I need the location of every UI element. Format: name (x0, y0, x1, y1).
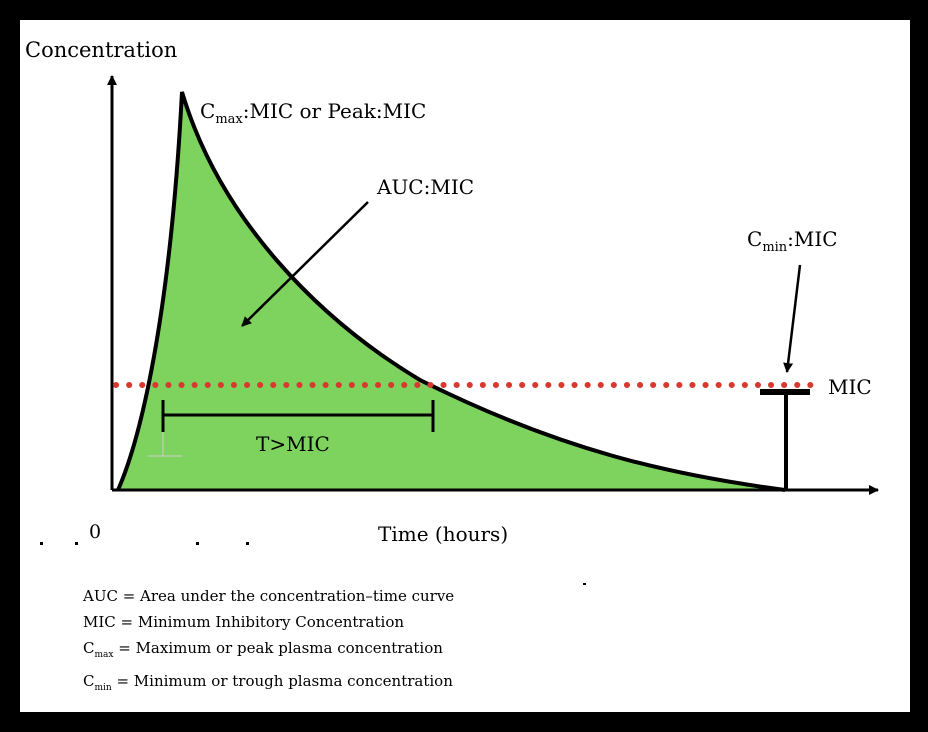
auc-label: AUC:MIC (376, 175, 474, 199)
t-mic-label: T>MIC (256, 432, 330, 456)
cmax-label: Cmax:MIC or Peak:MIC (200, 99, 426, 127)
legend-mic: MIC = Minimum Inhibitory Concentration (83, 613, 405, 631)
x-axis-label: Time (hours) (378, 522, 508, 546)
y-axis-label: Concentration (25, 38, 177, 62)
mic-label: MIC (828, 375, 872, 399)
cmin-marker (760, 389, 810, 490)
diagram-panel: Concentration Time (hours) 0 Cmax:MIC or… (20, 20, 910, 712)
stray-marks (40, 542, 586, 585)
concentration-curve (116, 91, 786, 492)
cmin-label: Cmin:MIC (747, 227, 838, 255)
legend-cmax: Cmax = Maximum or peak plasma concentrat… (83, 639, 443, 660)
t-mic-bracket (161, 400, 435, 432)
legend: AUC = Area under the concentration–time … (83, 583, 454, 701)
cmin-arrow (783, 264, 802, 373)
auc-arrow (241, 201, 369, 327)
origin-label: 0 (89, 521, 101, 543)
pk-pd-diagram: Concentration Time (hours) 0 Cmax:MIC or… (25, 38, 879, 585)
auc-area (118, 92, 785, 490)
legend-cmin: Cmin = Minimum or trough plasma concentr… (83, 672, 453, 693)
legend-auc: AUC = Area under the concentration–time … (83, 587, 455, 605)
